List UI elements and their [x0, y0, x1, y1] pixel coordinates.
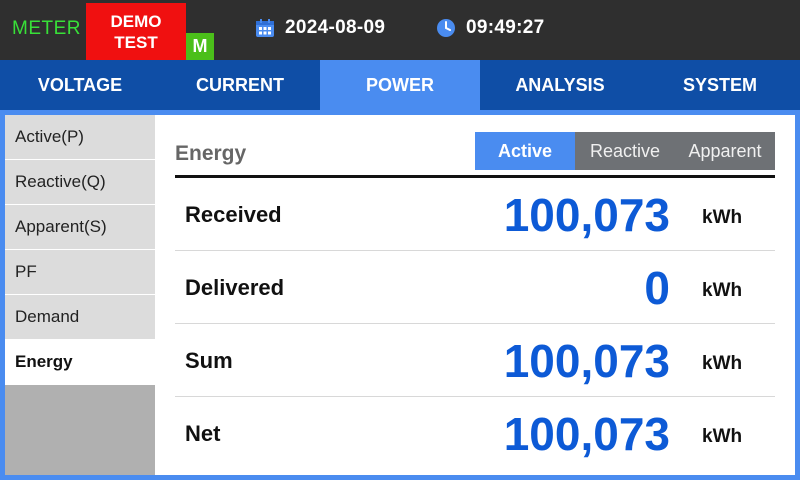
row-unit: kWh	[702, 206, 743, 228]
calendar-icon	[256, 19, 274, 37]
row-unit: kWh	[702, 279, 743, 301]
tab-current[interactable]: CURRENT	[196, 74, 284, 95]
energy-row-received: Received 100,073 kWh	[175, 178, 775, 251]
row-value: 100,073	[503, 334, 670, 387]
energy-type-toggle: Active Reactive Apparent	[475, 132, 775, 170]
tab-power[interactable]: POWER	[320, 60, 480, 110]
demo-badge-line1: DEMO	[110, 12, 162, 31]
sidebar: Active(P) Reactive(Q) Apparent(S) PF Dem…	[5, 115, 155, 475]
energy-row-sum: Sum 100,073 kWh	[175, 324, 775, 397]
page-title: Energy	[175, 142, 247, 165]
sidebar-item-active-power[interactable]: Active(P)	[5, 115, 155, 160]
row-label: Delivered	[185, 274, 285, 300]
toggle-reactive-button[interactable]: Reactive	[575, 132, 675, 170]
time-display: 09:49:27	[436, 17, 544, 39]
date-display: 2024-08-09	[255, 17, 385, 39]
energy-row-delivered: Delivered 0 kWh	[175, 251, 775, 324]
top-status-bar: METER DEMO TEST M 2024-08-09 09:49:27	[0, 0, 800, 60]
time-text: 09:49:27	[466, 17, 545, 38]
row-label: Received	[185, 201, 282, 227]
row-label: Net	[185, 420, 221, 446]
tab-system[interactable]: SYSTEM	[682, 74, 757, 95]
sidebar-item-demand[interactable]: Demand	[5, 295, 155, 340]
row-value: 100,073	[503, 188, 670, 241]
energy-row-net: Net 100,073 kWh	[175, 397, 775, 470]
meter-label: METER	[12, 18, 81, 39]
sidebar-item-reactive-power[interactable]: Reactive(Q)	[5, 160, 155, 205]
toggle-apparent-button[interactable]: Apparent	[675, 132, 775, 170]
mode-badge: M	[186, 33, 214, 60]
sidebar-item-apparent-power[interactable]: Apparent(S)	[5, 205, 155, 250]
tab-voltage[interactable]: VOLTAGE	[37, 74, 123, 95]
row-value: 0	[644, 261, 670, 314]
tab-analysis[interactable]: ANALYSIS	[515, 74, 605, 95]
sidebar-item-energy[interactable]: Energy	[5, 340, 155, 385]
main-tab-bar: VOLTAGE CURRENT POWER ANALYSIS SYSTEM	[0, 60, 800, 110]
header-divider	[175, 175, 775, 178]
toggle-active-button[interactable]: Active	[475, 132, 575, 170]
row-label: Sum	[185, 347, 233, 373]
energy-panel: Energy Active Reactive Apparent Received…	[155, 115, 795, 475]
sidebar-item-pf[interactable]: PF	[5, 250, 155, 295]
row-value: 100,073	[503, 407, 670, 460]
date-text: 2024-08-09	[285, 17, 386, 38]
row-unit: kWh	[702, 425, 743, 447]
clock-icon	[437, 19, 455, 37]
demo-badge-line2: TEST	[114, 33, 158, 52]
demo-test-badge: DEMO TEST	[86, 3, 186, 60]
row-unit: kWh	[702, 352, 743, 374]
